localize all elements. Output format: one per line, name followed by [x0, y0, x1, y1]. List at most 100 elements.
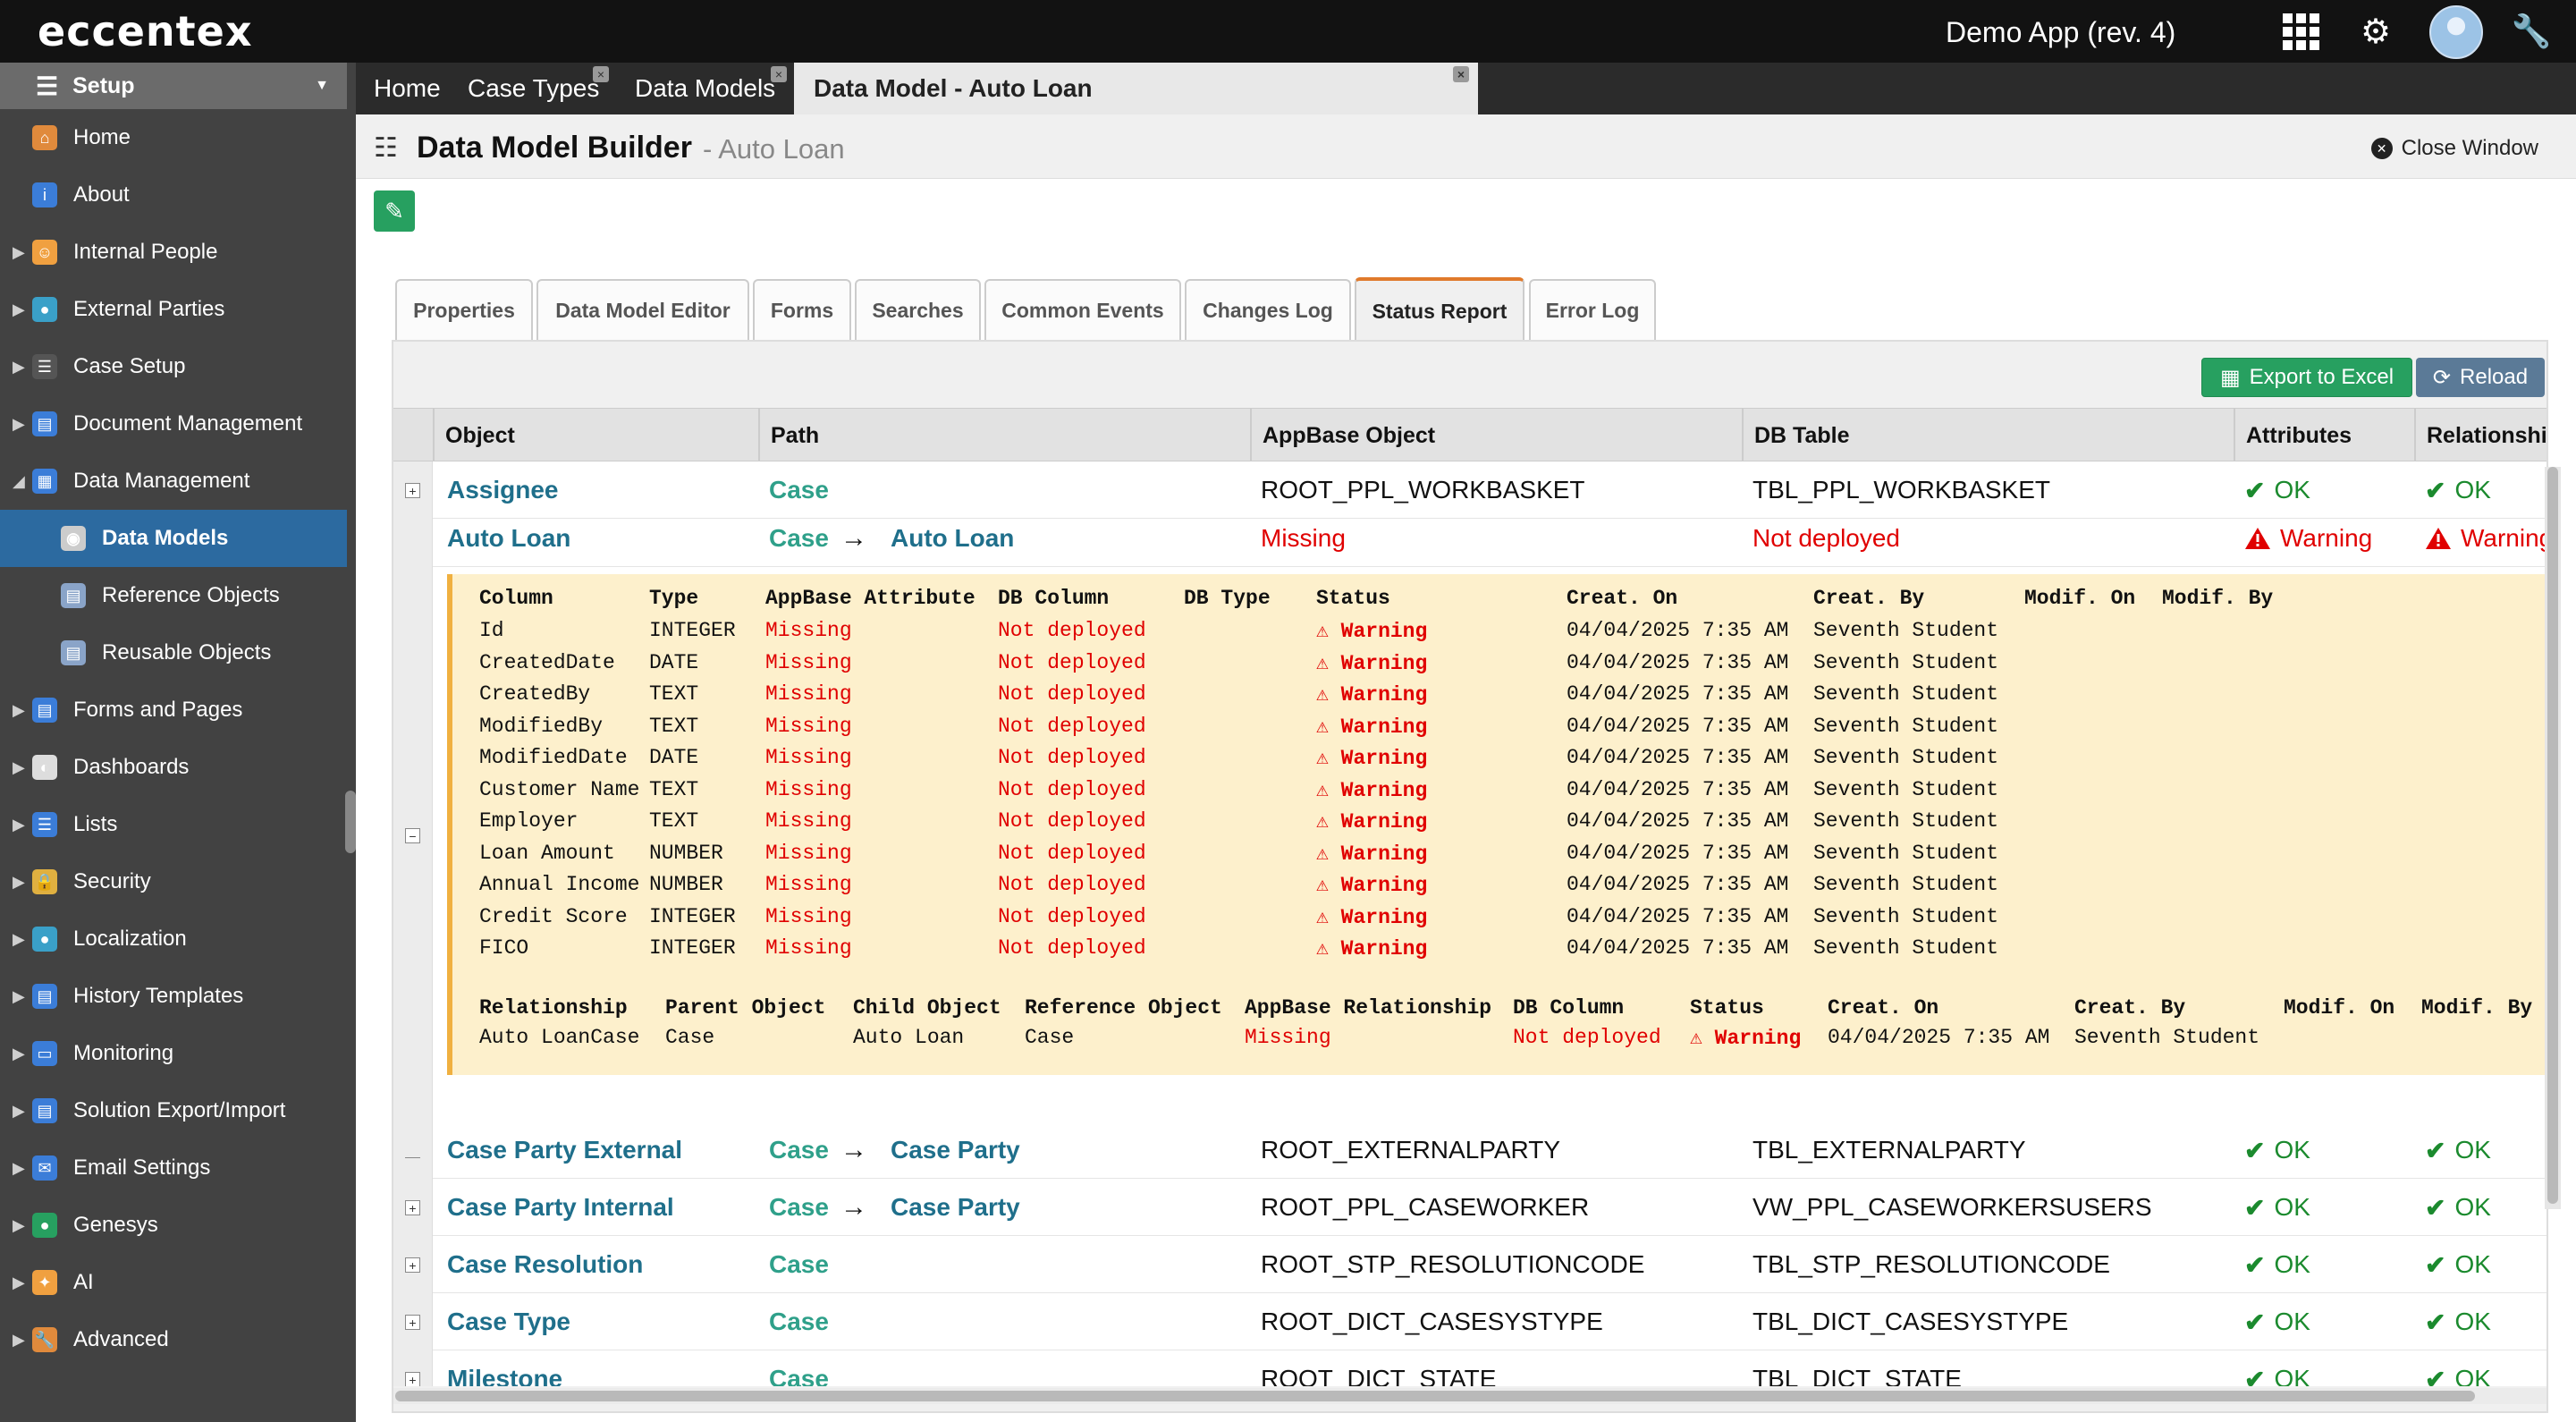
tab-error-log[interactable]: Error Log	[1529, 279, 1656, 340]
tab-changes-log[interactable]: Changes Log	[1185, 279, 1351, 340]
sidebar-item-reference-objects[interactable]: ▤ Reference Objects	[0, 567, 347, 624]
table-row[interactable]: + Case Resolution Case ROOT_STP_RESOLUTIONC…	[393, 1236, 2546, 1293]
table-row[interactable]: Auto Loan Case → Auto Loan Missing Not deploy…	[393, 510, 2546, 567]
sidebar-item-localization[interactable]: ▶ ● Localization	[0, 910, 347, 968]
wrench-icon[interactable]: 🔧	[2511, 13, 2552, 49]
expand-arrow-icon[interactable]: ▶	[13, 986, 25, 1005]
expand-arrow-icon[interactable]: ▶	[13, 1158, 25, 1177]
expand-arrow-icon[interactable]: ▶	[13, 700, 25, 719]
tab-status-report[interactable]: Status Report	[1355, 277, 1524, 342]
expand-arrow-icon[interactable]: ▶	[13, 1044, 25, 1062]
table-row[interactable]: + Case Party Internal Case → Case Party ROOT_…	[393, 1179, 2546, 1236]
object-name[interactable]: Assignee	[447, 476, 559, 504]
object-name[interactable]: Case Type	[447, 1308, 570, 1335]
expand-icon[interactable]: +	[405, 1257, 420, 1273]
sidebar-item-advanced[interactable]: ▶ 🔧 Advanced	[0, 1311, 347, 1368]
path-root[interactable]: Case	[769, 1365, 829, 1386]
expand-arrow-icon[interactable]: ▶	[13, 1330, 25, 1349]
object-name[interactable]: Case Party Internal	[447, 1193, 674, 1221]
sidebar-item-internal-people[interactable]: ▶ ☺ Internal People	[0, 224, 347, 281]
sidebar-item-email-settings[interactable]: ▶ ✉ Email Settings	[0, 1139, 347, 1197]
expand-arrow-icon[interactable]: ▶	[13, 357, 25, 376]
scroll-thumb[interactable]	[395, 1391, 2475, 1401]
expand-arrow-icon[interactable]: ▶	[13, 300, 25, 318]
tab-common-events[interactable]: Common Events	[984, 279, 1181, 340]
col-header-db-table[interactable]: DB Table	[1742, 409, 2234, 462]
expand-arrow-icon[interactable]: ▶	[13, 815, 25, 834]
sidebar-item-reusable-objects[interactable]: ▤ Reusable Objects	[0, 624, 347, 681]
sidebar-item-monitoring[interactable]: ▶ ▭ Monitoring	[0, 1025, 347, 1082]
export-to-excel-button[interactable]: ▦ Export to Excel	[2201, 358, 2412, 397]
close-tab-icon[interactable]: ×	[593, 66, 609, 82]
sidebar-splitter[interactable]	[345, 791, 356, 853]
tab-data-model-editor[interactable]: Data Model Editor	[536, 279, 749, 340]
path-root[interactable]: Case	[769, 476, 829, 504]
tab-searches[interactable]: Searches	[855, 279, 981, 340]
sidebar-item-data-management[interactable]: ◢ ▦ Data Management	[0, 453, 347, 510]
sidebar-item-external-parties[interactable]: ▶ ● External Parties	[0, 281, 347, 338]
reload-button[interactable]: ⟳ Reload	[2416, 358, 2545, 397]
expand-arrow-icon[interactable]: ▶	[13, 1215, 25, 1234]
path-child[interactable]: Auto Loan	[891, 524, 1015, 552]
doc-tab-home[interactable]: Home	[374, 63, 441, 114]
object-name[interactable]: Case Party External	[447, 1136, 683, 1164]
close-window-button[interactable]: ✕ Close Window	[2370, 136, 2538, 161]
col-header-attributes[interactable]: Attributes	[2234, 409, 2414, 462]
sidebar-item-solution-export-import[interactable]: ▶ ▤ Solution Export/Import	[0, 1082, 347, 1139]
tab-properties[interactable]: Properties	[395, 279, 533, 340]
sidebar-item-ai[interactable]: ▶ ✦ AI	[0, 1254, 347, 1311]
path-root[interactable]: Case	[769, 1136, 829, 1164]
expand-arrow-icon[interactable]: ▶	[13, 1273, 25, 1291]
sidebar-item-home[interactable]: ⌂ Home	[0, 109, 347, 166]
horizontal-scrollbar[interactable]	[393, 1388, 2546, 1404]
collapse-icon[interactable]: −	[405, 828, 420, 843]
sidebar-item-lists[interactable]: ▶ ☰ Lists	[0, 796, 347, 853]
expanded-arrow-icon[interactable]: ◢	[13, 471, 25, 490]
doc-tab-data-models[interactable]: Data Models ×	[635, 63, 787, 114]
sidebar-item-document-management[interactable]: ▶ ▤ Document Management	[0, 395, 347, 453]
close-tab-icon[interactable]: ×	[771, 66, 787, 82]
sidebar-item-genesys[interactable]: ▶ ● Genesys	[0, 1197, 347, 1254]
col-header-object[interactable]: Object	[433, 409, 604, 462]
col-header-relationships[interactable]: Relationships	[2414, 409, 2546, 462]
path-child[interactable]: Case Party	[891, 1193, 1020, 1221]
object-name[interactable]: Auto Loan	[447, 524, 571, 552]
sidebar-setup-header[interactable]: ☰ Setup ▼	[0, 63, 347, 109]
tab-forms[interactable]: Forms	[753, 279, 851, 340]
vertical-scrollbar[interactable]	[2545, 467, 2561, 1209]
path-root[interactable]: Case	[769, 1193, 829, 1221]
path-root[interactable]: Case	[769, 1250, 829, 1278]
edit-button[interactable]: ✎	[374, 190, 415, 232]
sidebar-item-case-setup[interactable]: ▶ ☰ Case Setup	[0, 338, 347, 395]
expand-icon[interactable]: +	[405, 1315, 420, 1330]
expand-arrow-icon[interactable]: ▶	[13, 929, 25, 948]
expand-arrow-icon[interactable]: ▶	[13, 414, 25, 433]
scroll-thumb[interactable]	[2547, 467, 2558, 1204]
sidebar-item-history-templates[interactable]: ▶ ▤ History Templates	[0, 968, 347, 1025]
table-row[interactable]: + Case Type Case ROOT_DICT_CASESYSTYPE TBL_D…	[393, 1293, 2546, 1350]
avatar[interactable]	[2429, 5, 2483, 59]
object-name[interactable]: Milestone	[447, 1365, 563, 1386]
sidebar-item-security[interactable]: ▶ 🔒 Security	[0, 853, 347, 910]
path-root[interactable]: Case	[769, 524, 829, 552]
doc-tab-case-types[interactable]: Case Types ×	[468, 63, 609, 114]
path-root[interactable]: Case	[769, 1308, 829, 1335]
gear-icon[interactable]: ⚙	[2360, 13, 2392, 51]
doc-tab-data-model-auto-loan[interactable]: Data Model - Auto Loan ×	[794, 63, 1478, 114]
expand-arrow-icon[interactable]: ▶	[13, 242, 25, 261]
col-header-appbase-object[interactable]: AppBase Object	[1250, 409, 1742, 462]
sidebar-item-dashboards[interactable]: ▶ ◐ Dashboards	[0, 739, 347, 796]
object-name[interactable]: Case Resolution	[447, 1250, 644, 1278]
sidebar-item-about[interactable]: i About	[0, 166, 347, 224]
expand-icon[interactable]: +	[405, 1372, 420, 1386]
expand-arrow-icon[interactable]: ▶	[13, 872, 25, 891]
path-child[interactable]: Case Party	[891, 1136, 1020, 1164]
expand-arrow-icon[interactable]: ▶	[13, 758, 25, 776]
col-header-path[interactable]: Path	[758, 409, 1254, 462]
close-tab-icon[interactable]: ×	[1453, 66, 1469, 82]
table-row[interactable]: + Assignee Case ROOT_PPL_WORKBASKET TBL_PPL_…	[393, 461, 2546, 519]
sidebar-item-forms-and-pages[interactable]: ▶ ▤ Forms and Pages	[0, 681, 347, 739]
expand-icon[interactable]: +	[405, 483, 420, 498]
sidebar-item-data-models[interactable]: ◉ Data Models	[0, 510, 347, 567]
